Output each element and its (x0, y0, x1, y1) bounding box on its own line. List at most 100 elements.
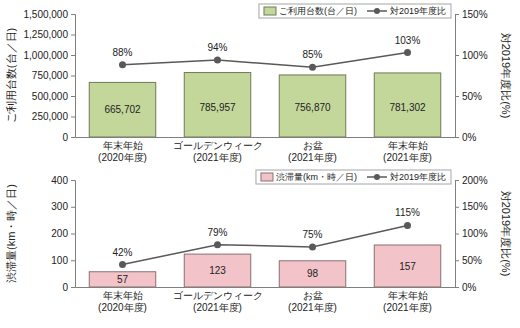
tick-label: 400 (51, 175, 68, 186)
tick-mark (71, 207, 75, 208)
marker (214, 241, 221, 248)
legend-label: ご利用台数(台／日) (279, 6, 357, 16)
bar (89, 82, 156, 137)
tick-mark (455, 137, 459, 138)
tick-label: 300 (51, 201, 68, 212)
legend-box (256, 170, 451, 184)
legend-swatch (264, 7, 276, 15)
tick-label-line: 年末年始 (103, 140, 143, 151)
line (123, 53, 408, 68)
tick-label: 150% (462, 201, 488, 212)
tick-label: 200 (51, 228, 68, 239)
tick: 750,000 (32, 70, 75, 81)
axis-line (76, 287, 456, 288)
chart-panel: 571239815742%79%75%115%01002003004000%50… (5, 170, 512, 313)
tick: 0 (62, 132, 75, 143)
tick: 年末年始(2020年度) (98, 287, 147, 313)
tick-label-line: お盆 (303, 290, 323, 301)
tick-label: 100% (462, 228, 488, 239)
axis-line (456, 15, 460, 138)
data-label: 88% (112, 47, 132, 58)
legend-marker (374, 174, 380, 180)
data-label: 79% (207, 227, 227, 238)
legend-box (259, 4, 451, 18)
chart-panel: 665,702785,957756,870781,30288%94%85%103… (5, 4, 512, 163)
tick-label-line: (2021年度) (383, 302, 432, 313)
tick-label: 250,000 (32, 111, 69, 122)
data-label: 57 (117, 274, 129, 285)
tick: 200 (51, 228, 75, 239)
axis-line (71, 15, 76, 138)
tick: 100% (455, 228, 488, 239)
data-label: 42% (112, 247, 132, 258)
tick-label: 0 (62, 132, 68, 143)
tick: お盆(2021年度) (288, 137, 337, 163)
tick-label: 200% (462, 175, 488, 186)
tick-label-line: 年末年始 (388, 140, 428, 151)
y2-axis-title: 対2019年度比(%) (500, 191, 512, 277)
tick: 0 (62, 282, 75, 293)
tick-mark (455, 14, 459, 15)
chart-svg: 665,702785,957756,870781,30288%94%85%103… (0, 0, 520, 328)
tick: ゴールデンウィーク(2021年度) (173, 287, 263, 313)
tick: 200% (455, 175, 488, 186)
tick: 400 (51, 175, 75, 186)
tick-label: 1,250,000 (24, 29, 69, 40)
data-label: 756,870 (294, 102, 331, 113)
line (123, 225, 408, 264)
tick-label: お盆(2021年度) (288, 140, 337, 163)
tick: 150% (455, 201, 488, 212)
tick: 250,000 (32, 111, 75, 122)
legend-label: 渋滞量(km・時／日) (276, 172, 357, 182)
tick-label-line: (2021年度) (193, 302, 242, 313)
tick-label-line: (2021年度) (193, 152, 242, 163)
legend: 渋滞量(km・時／日)対2019年度比 (256, 170, 451, 184)
tick-mark (71, 76, 75, 77)
tick-label-line: ゴールデンウィーク (173, 140, 263, 151)
data-label: 75% (302, 229, 322, 240)
bar (89, 272, 156, 287)
tick-label: 年末年始(2020年度) (98, 140, 147, 163)
tick-mark (455, 234, 459, 235)
y-axis: 0 250,000 500,000 750,000 1,000,000 1,250,000… (24, 9, 76, 143)
bar (184, 73, 251, 137)
data-label: 781,302 (389, 102, 426, 113)
tick-label: 年末年始(2021年度) (383, 290, 432, 313)
tick-mark (71, 180, 75, 181)
tick: お盆(2021年度) (288, 287, 337, 313)
tick-label: 500,000 (32, 91, 69, 102)
tick-label: 0% (462, 282, 477, 293)
y-axis-title: 渋滞量(km・時／日) (5, 184, 17, 283)
bar (279, 261, 346, 287)
data-label: 103% (395, 35, 421, 46)
tick: 300 (51, 201, 75, 212)
tick: 年末年始(2020年度) (98, 137, 147, 163)
labels: 665,702785,957756,870781,30288%94%85%103… (104, 35, 426, 116)
bar (374, 245, 441, 287)
tick: 年末年始(2021年度) (383, 287, 432, 313)
marker (214, 56, 221, 63)
tick: 0% (455, 282, 477, 293)
tick: 1,250,000 (24, 29, 76, 40)
tick: 1,000,000 (24, 50, 76, 61)
chart-container: 665,702785,957756,870781,30288%94%85%103… (0, 0, 520, 328)
tick: 1,500,000 (24, 9, 76, 20)
data-label: 157 (399, 261, 416, 272)
tick: 年末年始(2021年度) (383, 137, 432, 163)
axis-line (76, 137, 456, 138)
tick-label: 0% (462, 132, 477, 143)
tick-mark (71, 260, 75, 261)
tick-label: 150% (462, 9, 488, 20)
tick-label: 年末年始(2021年度) (383, 140, 432, 163)
tick: 150% (455, 9, 488, 20)
labels: 571239815742%79%75%115% (112, 207, 420, 284)
tick: 100% (455, 50, 488, 61)
bar (184, 254, 251, 287)
marker (309, 243, 316, 250)
marker (309, 64, 316, 71)
tick-mark (455, 260, 459, 261)
tick-mark (71, 117, 75, 118)
legend-swatch (261, 173, 273, 181)
y2-axis: 0%50%100%150% (455, 9, 488, 143)
tick-mark (455, 96, 459, 97)
